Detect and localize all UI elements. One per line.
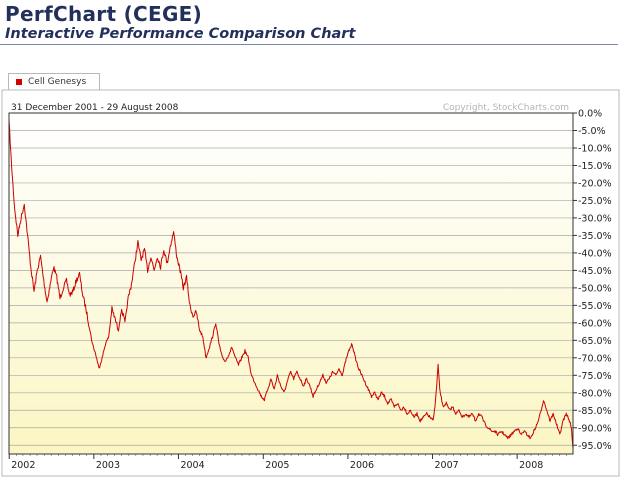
y-tick-label: -65.0% <box>578 336 612 347</box>
y-tick-label: -70.0% <box>578 353 612 364</box>
x-tick-label: 2005 <box>265 460 289 471</box>
y-tick-label: -40.0% <box>578 248 612 259</box>
copyright-label: Copyright, StockCharts.com <box>443 103 569 113</box>
y-tick-label: -10.0% <box>578 143 612 154</box>
y-tick-label: -35.0% <box>578 231 612 242</box>
y-tick-label: -45.0% <box>578 266 612 277</box>
legend-label: Cell Genesys <box>28 77 87 87</box>
y-tick-label: -95.0% <box>578 441 612 452</box>
x-tick-label: 2003 <box>96 460 120 471</box>
y-tick-label: -90.0% <box>578 423 612 434</box>
plot-area <box>9 113 573 454</box>
page-title: PerfChart (CEGE) <box>5 2 203 26</box>
series-line-cell-genesys <box>8 119 574 449</box>
y-tick-label: -30.0% <box>578 213 612 224</box>
x-tick-label: 2008 <box>519 460 543 471</box>
y-tick-label: -55.0% <box>578 301 612 312</box>
legend-swatch <box>16 79 22 85</box>
page-subtitle: Interactive Performance Comparison Chart <box>5 26 356 42</box>
x-tick-label: 2004 <box>180 460 204 471</box>
y-tick-label: -20.0% <box>578 178 612 189</box>
plot-border <box>8 112 574 455</box>
y-tick-label: -80.0% <box>578 388 612 399</box>
legend-item-cell-genesys[interactable]: Cell Genesys <box>8 73 100 91</box>
date-range-label: 31 December 2001 - 29 August 2008 <box>11 103 179 113</box>
x-tick-label: 2002 <box>11 460 35 471</box>
grid-lines <box>9 130 573 446</box>
title-divider <box>0 44 618 45</box>
x-tick-label: 2006 <box>350 460 374 471</box>
x-axis: 2002 2003 2004 2005 2006 2007 2008 <box>8 454 567 471</box>
y-tick-label: -60.0% <box>578 318 612 329</box>
y-tick-label: -75.0% <box>578 371 612 382</box>
y-tick-label: -15.0% <box>578 161 612 172</box>
y-tick-label: 0.0% <box>578 109 602 120</box>
y-tick-label: -25.0% <box>578 196 612 207</box>
y-tick-label: -5.0% <box>578 126 606 137</box>
y-axis: 0.0% -5.0% -10.0% -15.0% -20.0% -25.0% -30.0% -… <box>573 109 612 452</box>
x-tick-label: 2007 <box>435 460 459 471</box>
y-tick-label: -85.0% <box>578 406 612 417</box>
y-tick-label: -50.0% <box>578 283 612 294</box>
